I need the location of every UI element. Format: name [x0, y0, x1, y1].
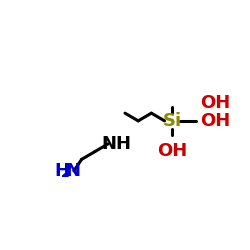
Text: OH: OH — [200, 112, 230, 130]
Text: H: H — [54, 162, 70, 180]
Text: 2: 2 — [62, 167, 70, 180]
Text: NH: NH — [102, 135, 132, 153]
Text: N: N — [65, 162, 80, 180]
Text: OH: OH — [200, 94, 230, 112]
Text: Si: Si — [163, 112, 182, 130]
Text: OH: OH — [157, 142, 188, 160]
